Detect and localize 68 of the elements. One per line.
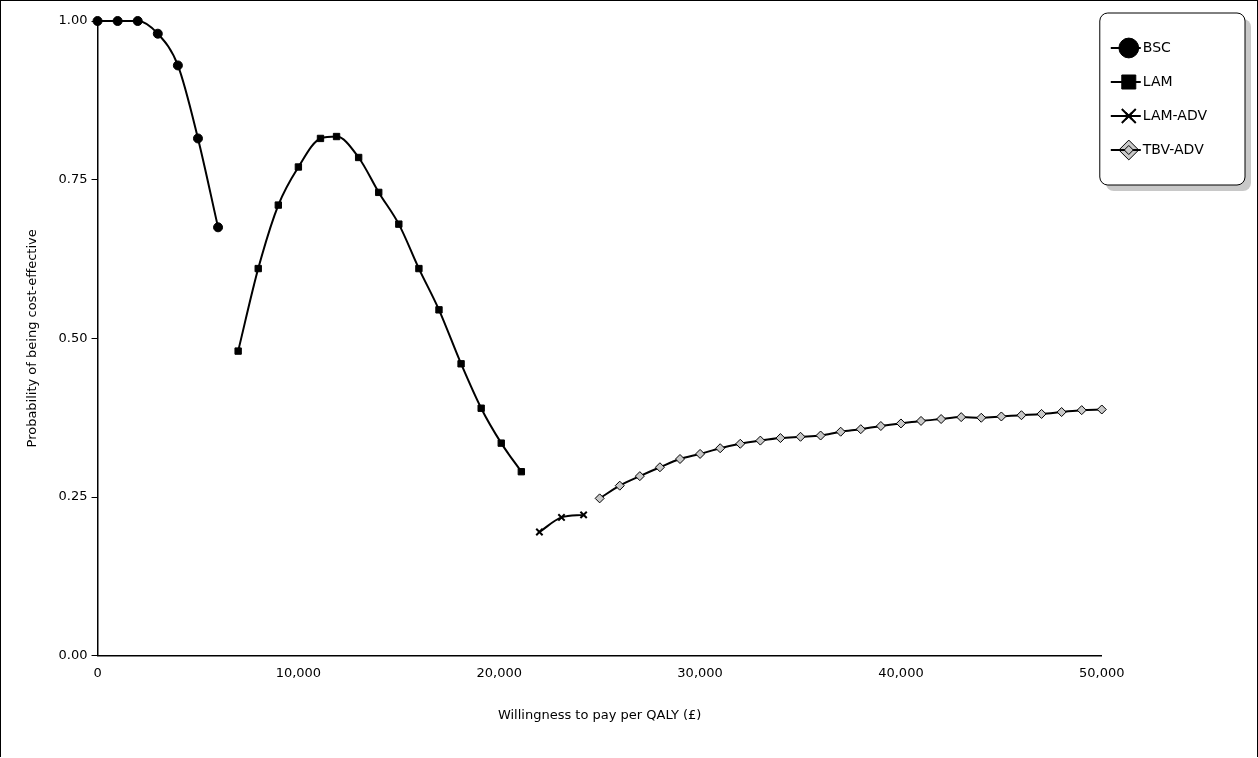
point (294, 163, 303, 171)
point (234, 347, 242, 355)
point (815, 430, 826, 441)
point (395, 220, 403, 228)
legend-label: TBV-ADV (1141, 140, 1205, 157)
point (557, 513, 566, 522)
point (594, 493, 605, 504)
point (213, 222, 224, 233)
point (1076, 405, 1087, 416)
point (835, 426, 846, 437)
point (535, 527, 544, 537)
point (132, 16, 143, 26)
x-tick-label: 30,000 (677, 664, 723, 680)
point (435, 306, 443, 314)
point (956, 412, 967, 423)
x-tick-label: 20,000 (476, 664, 522, 680)
x-tick-label: 0 (93, 664, 102, 680)
point (579, 510, 588, 520)
y-tick-label: 0.50 (58, 329, 88, 345)
point (457, 360, 465, 368)
point (715, 443, 726, 454)
y-tick-label: 1.00 (58, 12, 88, 28)
x-tick-label: 40,000 (878, 664, 924, 680)
point (477, 404, 485, 412)
point (735, 438, 746, 449)
point (654, 462, 665, 473)
point (354, 153, 363, 162)
point (996, 411, 1007, 422)
point (112, 16, 123, 26)
legend-label: LAM-ADV (1142, 106, 1208, 123)
point (415, 264, 423, 273)
point (755, 435, 766, 446)
y-tick-label: 0.75 (58, 171, 88, 187)
x-tick-label: 10,000 (275, 664, 322, 680)
point (875, 421, 886, 431)
point (517, 468, 526, 476)
point (855, 424, 866, 435)
point (895, 418, 906, 429)
point (634, 471, 645, 482)
point (92, 16, 103, 26)
point (695, 448, 706, 459)
point (192, 133, 203, 144)
y-axis-title: Probability of being cost-effective (24, 229, 40, 448)
point (795, 431, 806, 442)
point (152, 28, 163, 39)
point (1096, 404, 1107, 415)
x-tick-label: 50,000 (1079, 664, 1125, 680)
y-tick-label: 0.00 (58, 647, 88, 663)
point (254, 264, 262, 273)
point (1036, 408, 1047, 419)
point (916, 415, 927, 426)
point (976, 412, 987, 423)
point (375, 188, 383, 197)
point (775, 433, 786, 444)
point (332, 132, 341, 141)
point (1016, 410, 1027, 421)
point (1056, 407, 1067, 418)
legend-label: BSC (1142, 38, 1172, 55)
point (172, 60, 183, 71)
point (614, 480, 625, 491)
point (316, 134, 325, 143)
point (936, 414, 947, 425)
x-axis-title: Willingness to pay per QALY (£) (497, 706, 702, 722)
point (497, 439, 505, 447)
legend-label: LAM (1142, 72, 1173, 89)
point (274, 201, 282, 209)
point (675, 454, 686, 465)
y-tick-label: 0.25 (58, 488, 88, 504)
